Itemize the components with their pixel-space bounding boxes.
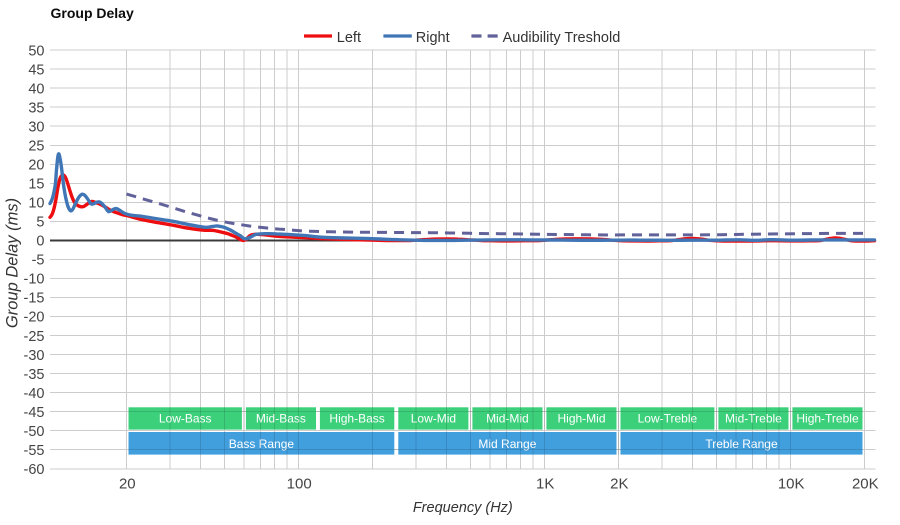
svg-text:-60: -60 — [24, 462, 45, 478]
svg-text:Group Delay: Group Delay — [51, 5, 134, 21]
svg-text:5: 5 — [36, 215, 44, 231]
svg-text:15: 15 — [28, 177, 44, 193]
svg-text:10K: 10K — [778, 476, 805, 493]
svg-text:Low-Treble: Low-Treble — [638, 412, 698, 426]
svg-text:Mid-Bass: Mid-Bass — [256, 412, 306, 426]
svg-text:High-Bass: High-Bass — [329, 412, 384, 426]
svg-text:-30: -30 — [24, 348, 45, 364]
svg-text:100: 100 — [287, 476, 312, 493]
svg-text:20: 20 — [28, 158, 44, 174]
svg-text:Right: Right — [416, 30, 450, 46]
svg-text:40: 40 — [28, 81, 44, 97]
svg-text:High-Mid: High-Mid — [557, 412, 605, 426]
svg-text:Group Delay (ms): Group Delay (ms) — [4, 198, 22, 328]
svg-text:0: 0 — [36, 234, 44, 250]
svg-text:-25: -25 — [24, 329, 45, 345]
svg-text:-15: -15 — [24, 291, 45, 307]
svg-text:-20: -20 — [24, 310, 45, 326]
svg-text:45: 45 — [28, 62, 44, 78]
svg-text:Treble Range: Treble Range — [705, 437, 778, 451]
svg-text:20K: 20K — [852, 476, 879, 493]
svg-text:-10: -10 — [24, 272, 45, 288]
svg-text:35: 35 — [28, 100, 44, 116]
svg-text:Bass Range: Bass Range — [229, 437, 295, 451]
svg-text:20: 20 — [119, 476, 136, 493]
svg-text:50: 50 — [28, 43, 44, 59]
svg-text:Audibility Treshold: Audibility Treshold — [503, 30, 621, 46]
svg-text:1K: 1K — [536, 476, 554, 493]
svg-text:-35: -35 — [24, 367, 45, 383]
svg-text:Mid-Treble: Mid-Treble — [725, 412, 782, 426]
svg-text:2K: 2K — [610, 476, 628, 493]
svg-text:-5: -5 — [32, 253, 45, 269]
svg-text:-40: -40 — [24, 386, 45, 402]
svg-text:Left: Left — [337, 30, 361, 46]
svg-text:-50: -50 — [24, 424, 45, 440]
svg-text:Mid-Mid: Mid-Mid — [486, 412, 529, 426]
svg-text:Frequency (Hz): Frequency (Hz) — [413, 500, 513, 516]
svg-text:Mid Range: Mid Range — [478, 437, 536, 451]
svg-text:High-Treble: High-Treble — [796, 412, 859, 426]
svg-text:Low-Mid: Low-Mid — [411, 412, 456, 426]
svg-text:30: 30 — [28, 119, 44, 135]
svg-text:Low-Bass: Low-Bass — [159, 412, 212, 426]
svg-text:25: 25 — [28, 138, 44, 154]
svg-text:10: 10 — [28, 196, 44, 212]
svg-text:-55: -55 — [24, 443, 45, 459]
svg-text:-45: -45 — [24, 405, 45, 421]
